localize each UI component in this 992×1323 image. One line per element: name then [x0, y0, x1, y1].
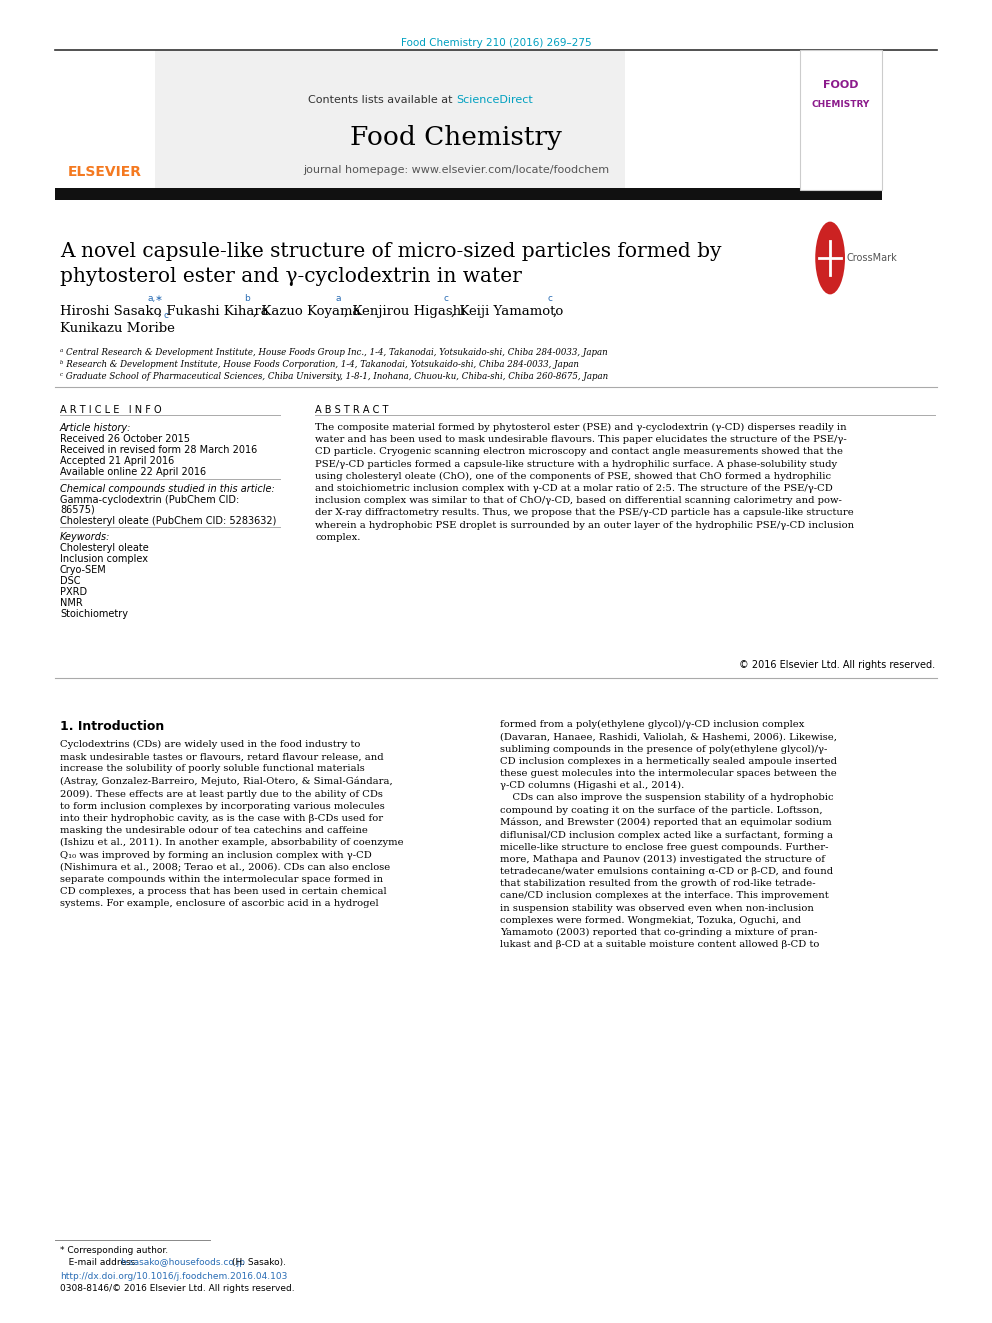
- Text: a,∗: a,∗: [148, 295, 164, 303]
- Text: ᵃ Central Research & Development Institute, House Foods Group Inc., 1-4, Takanod: ᵃ Central Research & Development Institu…: [60, 348, 608, 357]
- Text: http://dx.doi.org/10.1016/j.foodchem.2016.04.103: http://dx.doi.org/10.1016/j.foodchem.201…: [60, 1271, 288, 1281]
- Text: Contents lists available at: Contents lists available at: [308, 95, 456, 105]
- Text: Stoichiometry: Stoichiometry: [60, 609, 128, 619]
- Text: 1. Introduction: 1. Introduction: [60, 720, 165, 733]
- Text: Cholesteryl oleate (PubChem CID: 5283632): Cholesteryl oleate (PubChem CID: 5283632…: [60, 516, 277, 527]
- Text: ᵇ Research & Development Institute, House Foods Corporation, 1-4, Takanodai, Yot: ᵇ Research & Development Institute, Hous…: [60, 360, 579, 369]
- Text: , Kazuo Koyama: , Kazuo Koyama: [253, 306, 360, 318]
- Text: ScienceDirect: ScienceDirect: [456, 95, 533, 105]
- Text: a: a: [336, 295, 341, 303]
- Text: E-mail address:: E-mail address:: [60, 1258, 141, 1267]
- Text: (H. Sasako).: (H. Sasako).: [232, 1258, 286, 1267]
- Ellipse shape: [815, 222, 845, 295]
- Text: Gamma-cyclodextrin (PubChem CID:: Gamma-cyclodextrin (PubChem CID:: [60, 495, 239, 505]
- Text: * Corresponding author.: * Corresponding author.: [60, 1246, 168, 1256]
- Text: DSC: DSC: [60, 576, 80, 586]
- Text: FOOD: FOOD: [823, 79, 859, 90]
- Text: c: c: [163, 311, 168, 320]
- Text: CHEMISTRY: CHEMISTRY: [811, 101, 870, 108]
- Text: A R T I C L E   I N F O: A R T I C L E I N F O: [60, 405, 162, 415]
- Text: Received in revised form 28 March 2016: Received in revised form 28 March 2016: [60, 445, 257, 455]
- Text: formed from a poly(ethylene glycol)/γ-CD inclusion complex
(Davaran, Hanaee, Ras: formed from a poly(ethylene glycol)/γ-CD…: [500, 720, 837, 950]
- Text: b: b: [244, 295, 250, 303]
- Text: Cyclodextrins (CDs) are widely used in the food industry to
mask undesirable tas: Cyclodextrins (CDs) are widely used in t…: [60, 740, 404, 908]
- Text: , Fukashi Kihara: , Fukashi Kihara: [158, 306, 269, 318]
- Text: , Kenjirou Higashi: , Kenjirou Higashi: [344, 306, 465, 318]
- Text: h-sasako@housefoods.co.jp: h-sasako@housefoods.co.jp: [120, 1258, 245, 1267]
- Text: The composite material formed by phytosterol ester (PSE) and γ-cyclodextrin (γ-C: The composite material formed by phytost…: [315, 423, 854, 541]
- Text: ,: ,: [553, 306, 558, 318]
- Text: A novel capsule-like structure of micro-sized particles formed by: A novel capsule-like structure of micro-…: [60, 242, 721, 261]
- Text: ELSEVIER: ELSEVIER: [68, 165, 142, 179]
- Text: PXRD: PXRD: [60, 587, 87, 597]
- Text: Hiroshi Sasako: Hiroshi Sasako: [60, 306, 162, 318]
- Text: Received 26 October 2015: Received 26 October 2015: [60, 434, 190, 445]
- Text: Keywords:: Keywords:: [60, 532, 110, 542]
- Bar: [800, 50, 882, 191]
- Text: ᶜ Graduate School of Pharmaceutical Sciences, Chiba University, 1-8-1, Inohana, : ᶜ Graduate School of Pharmaceutical Scie…: [60, 372, 608, 381]
- Text: Cryo-SEM: Cryo-SEM: [60, 565, 107, 576]
- Text: © 2016 Elsevier Ltd. All rights reserved.: © 2016 Elsevier Ltd. All rights reserved…: [739, 660, 935, 669]
- Text: NMR: NMR: [60, 598, 82, 609]
- Text: Cholesteryl oleate: Cholesteryl oleate: [60, 542, 149, 553]
- Text: CrossMark: CrossMark: [847, 253, 898, 263]
- Text: Accepted 21 April 2016: Accepted 21 April 2016: [60, 456, 175, 466]
- Text: , Keiji Yamamoto: , Keiji Yamamoto: [451, 306, 563, 318]
- Text: Kunikazu Moribe: Kunikazu Moribe: [60, 321, 175, 335]
- Text: Food Chemistry 210 (2016) 269–275: Food Chemistry 210 (2016) 269–275: [401, 38, 591, 48]
- Text: 0308-8146/© 2016 Elsevier Ltd. All rights reserved.: 0308-8146/© 2016 Elsevier Ltd. All right…: [60, 1285, 295, 1293]
- Text: journal homepage: www.elsevier.com/locate/foodchem: journal homepage: www.elsevier.com/locat…: [303, 165, 609, 175]
- Text: Inclusion complex: Inclusion complex: [60, 554, 148, 564]
- Text: Available online 22 April 2016: Available online 22 April 2016: [60, 467, 206, 478]
- Text: Article history:: Article history:: [60, 423, 131, 433]
- Text: Chemical compounds studied in this article:: Chemical compounds studied in this artic…: [60, 484, 275, 493]
- Text: A B S T R A C T: A B S T R A C T: [315, 405, 389, 415]
- Bar: [155, 50, 625, 188]
- Text: phytosterol ester and γ-cyclodextrin in water: phytosterol ester and γ-cyclodextrin in …: [60, 267, 522, 286]
- Bar: [55, 188, 882, 200]
- Text: Food Chemistry: Food Chemistry: [350, 124, 561, 149]
- Text: c: c: [547, 295, 552, 303]
- Text: c: c: [443, 295, 448, 303]
- Text: 86575): 86575): [60, 505, 95, 515]
